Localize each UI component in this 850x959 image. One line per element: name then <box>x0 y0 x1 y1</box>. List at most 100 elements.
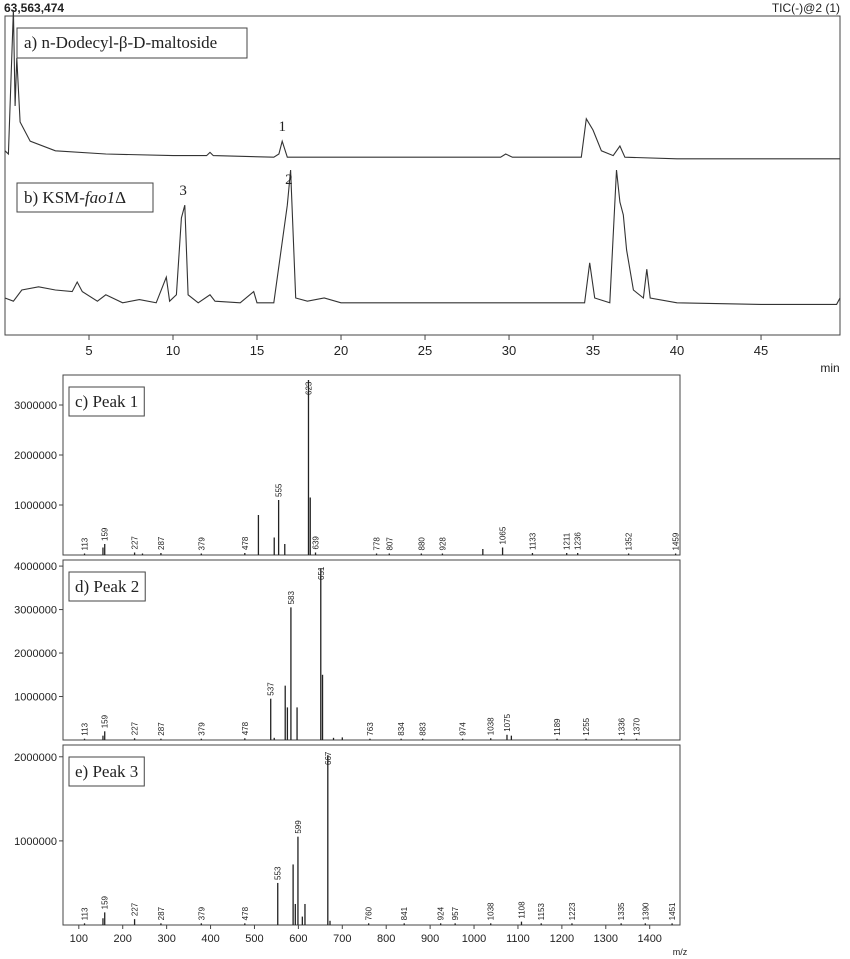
x-tick-label: 1100 <box>506 933 530 945</box>
trace <box>4 9 840 160</box>
peak-annotation: 3 <box>179 183 187 199</box>
x-tick-label: 1400 <box>637 933 661 945</box>
y-tick-label: 1000000 <box>14 836 57 848</box>
x-tick-label: 1300 <box>594 933 618 945</box>
peak-label: 957 <box>451 906 460 920</box>
peak-label: 1236 <box>574 532 583 550</box>
panel-title: e) Peak 3 <box>75 762 138 781</box>
peak-label: 379 <box>197 722 206 736</box>
peak-label: 841 <box>400 906 409 920</box>
peak-label: 159 <box>101 527 110 541</box>
peak-label: 924 <box>437 906 446 920</box>
x-tick-label: 500 <box>245 933 263 945</box>
peak-label: 537 <box>267 682 276 696</box>
x-axis-label: min <box>820 361 839 375</box>
spectrum-frame <box>62 744 681 926</box>
y-tick-label: 4000000 <box>14 561 57 573</box>
peak-label: 1133 <box>528 532 537 550</box>
title-part: Δ <box>115 188 126 207</box>
panel-title: d) Peak 2 <box>75 577 139 596</box>
peak-label: 1459 <box>672 532 681 550</box>
trace <box>4 169 841 305</box>
y-tick-label: 3000000 <box>14 605 57 617</box>
peak-label: 287 <box>157 906 166 920</box>
peak-label: 1211 <box>563 532 572 550</box>
title-part: b) KSM- <box>24 188 85 207</box>
peak-label: 113 <box>81 722 90 735</box>
x-tick-label: 5 <box>85 343 92 358</box>
title-part: fao1 <box>85 188 115 207</box>
peak-label: 883 <box>419 722 428 736</box>
x-tick-label: 35 <box>586 343 600 358</box>
peak-label: 1075 <box>503 713 512 731</box>
peak-label: 227 <box>131 902 140 916</box>
peak-label: 287 <box>157 722 166 736</box>
panel-title: a) n-Dodecyl-β-D-maltoside <box>24 33 217 52</box>
peak-label: 623 <box>304 381 313 395</box>
peak-label: 1255 <box>582 717 591 735</box>
peak-label: 478 <box>241 721 250 735</box>
y-tick-label: 2000000 <box>14 450 57 462</box>
panel-box <box>68 571 146 602</box>
peak-label: 807 <box>385 537 394 551</box>
x-tick-label: 45 <box>754 343 768 358</box>
x-axis-label: m/z <box>673 947 688 957</box>
peak-label: 651 <box>317 566 326 580</box>
peak-label: 928 <box>438 537 447 551</box>
x-tick-label: 800 <box>377 933 395 945</box>
x-tick-label: 1200 <box>550 933 574 945</box>
y-tick-label: 3000000 <box>14 400 57 412</box>
panel-title: b) KSM-fao1Δ <box>24 188 126 207</box>
peak-label: 379 <box>197 906 206 920</box>
panel-title: c) Peak 1 <box>75 392 138 411</box>
peak-label: 1335 <box>617 902 626 920</box>
x-tick-label: 600 <box>289 933 307 945</box>
x-tick-label: 300 <box>157 933 175 945</box>
peak-label: 159 <box>101 714 110 728</box>
peak-label: 1390 <box>641 902 650 920</box>
x-tick-label: 700 <box>333 933 351 945</box>
peak-label: 478 <box>241 536 250 550</box>
peak-label: 1451 <box>668 902 677 920</box>
y-tick-label: 1000000 <box>14 500 57 512</box>
peak-label: 667 <box>324 751 333 765</box>
x-tick-label: 40 <box>670 343 684 358</box>
panel-box <box>16 27 248 59</box>
y-tick-label: 1000000 <box>14 692 57 704</box>
x-tick-label: 10 <box>166 343 180 358</box>
peak-label: 379 <box>197 537 206 551</box>
peak-label: 287 <box>157 536 166 550</box>
peak-label: 1336 <box>618 717 627 735</box>
x-tick-label: 100 <box>70 933 88 945</box>
peak-label: 227 <box>131 721 140 735</box>
peak-label: 113 <box>81 537 90 550</box>
peak-label: 583 <box>287 590 296 604</box>
x-tick-label: 200 <box>114 933 132 945</box>
peak-label: 1108 <box>517 901 526 919</box>
peak-label: 555 <box>275 483 284 497</box>
peak-label: 974 <box>459 722 468 736</box>
x-tick-label: 30 <box>502 343 516 358</box>
spectrum-frame <box>62 559 681 741</box>
x-tick-label: 900 <box>421 933 439 945</box>
spectrum-frame <box>62 374 681 556</box>
y-tick-label: 2000000 <box>14 648 57 660</box>
peak-label: 880 <box>417 537 426 551</box>
peak-label: 159 <box>101 895 110 909</box>
peak-label: 1352 <box>625 532 634 550</box>
peak-annotation: 1 <box>278 119 286 135</box>
peak-label: 599 <box>294 820 303 834</box>
y-tick-label: 2000000 <box>14 752 57 764</box>
peak-label: 478 <box>241 906 250 920</box>
panel-box <box>68 386 145 417</box>
chromatogram-frame <box>4 15 841 336</box>
peak-label: 1153 <box>537 903 546 921</box>
peak-label: 1065 <box>499 526 508 544</box>
x-tick-label: 25 <box>418 343 432 358</box>
peak-label: 227 <box>131 536 140 550</box>
intensity-label: 63,563,474 <box>4 1 64 15</box>
peak-label: 1189 <box>553 718 562 736</box>
x-tick-label: 1000 <box>462 933 486 945</box>
panel-box <box>68 756 145 787</box>
